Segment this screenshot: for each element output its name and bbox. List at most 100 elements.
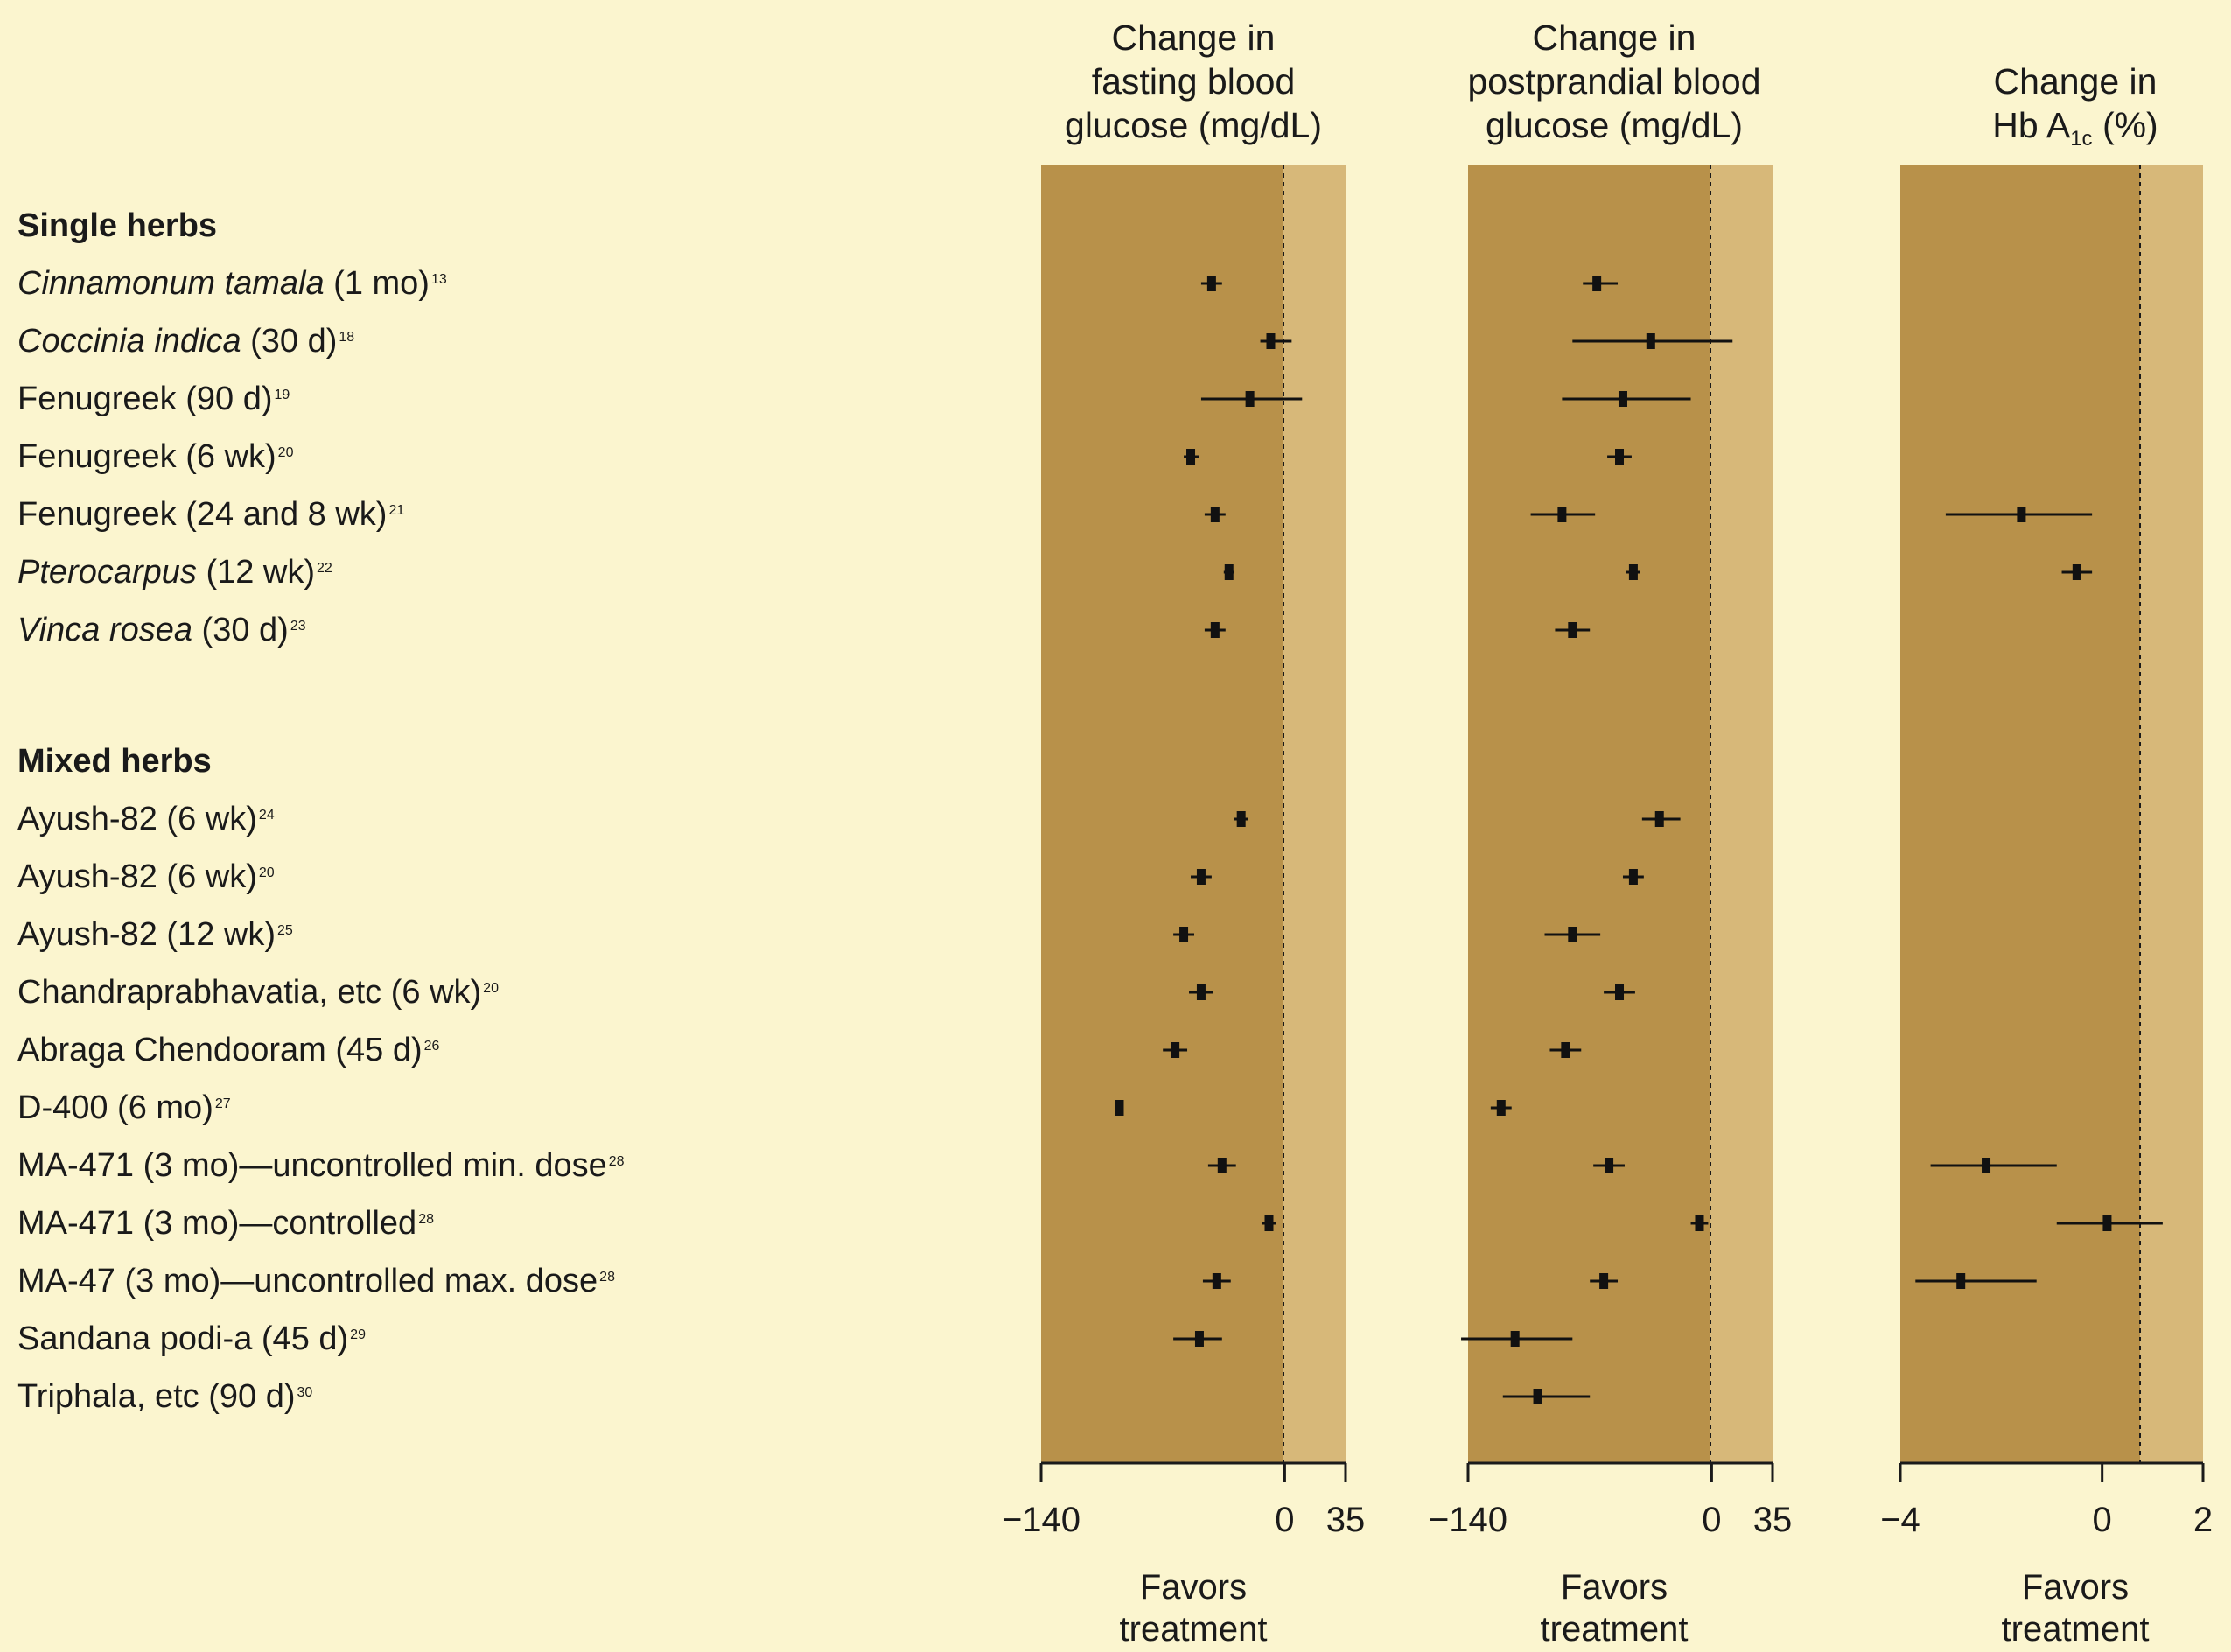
point-estimate-0-7	[1236, 811, 1246, 827]
study-detail: (6 wk)	[176, 438, 276, 475]
point-estimate-1-5	[1628, 564, 1638, 580]
point-estimate-0-16	[1194, 1331, 1204, 1347]
study-reference: 24	[258, 808, 275, 822]
study-label: Ayush-82 (12 wk) 25	[17, 914, 293, 955]
study-detail: (90 d)	[199, 1378, 296, 1415]
panel-title-text: glucose (mg/dL)	[1065, 105, 1322, 145]
study-reference: 27	[214, 1096, 231, 1111]
study-detail: (24 and 8 wk)	[176, 496, 388, 533]
study-labels: Single herbs Cinnamonum tamala (1 mo) 13 Co…	[0, 0, 1006, 1652]
study-reference: 21	[388, 503, 405, 518]
study-label: MA-471 (3 mo)—controlled 28	[17, 1203, 434, 1243]
point-estimate-0-10	[1196, 984, 1206, 1000]
study-detail: (6 wk)	[381, 974, 482, 1011]
favors-line: treatment	[1119, 1610, 1268, 1648]
panel-title-line: Change in	[1874, 60, 2231, 103]
favors-treatment-band-1	[1468, 164, 1710, 1463]
point-estimate-2-5	[2072, 564, 2081, 580]
study-name: Ayush-82	[17, 916, 157, 953]
study-name: D-400	[17, 1089, 108, 1126]
study-name: Cinnamonum tamala	[17, 265, 325, 302]
panel-title-text: postprandial blood	[1467, 61, 1761, 102]
favors-control-band-1	[1710, 164, 1773, 1463]
x-tick-label-1-2: 35	[1753, 1501, 1793, 1539]
study-reference: 20	[258, 865, 275, 880]
study-reference: 26	[423, 1039, 440, 1054]
study-label: MA-471 (3 mo)—uncontrolled min. dose 28	[17, 1145, 625, 1186]
x-tick-label-2-1: 0	[2093, 1501, 2112, 1539]
point-estimate-0-13	[1217, 1158, 1227, 1173]
study-name: Fenugreek	[17, 438, 177, 475]
favors-line: Favors	[1139, 1568, 1248, 1606]
point-estimate-0-11	[1171, 1042, 1180, 1058]
point-estimate-2-15	[1956, 1273, 1966, 1289]
study-reference: 28	[599, 1270, 615, 1284]
panel-title-suffix: (%)	[2092, 105, 2158, 145]
study-detail: (30 d)	[241, 323, 338, 360]
study-label: Ayush-82 (6 wk) 24	[17, 799, 275, 839]
panel-title-text: fasting blood	[1091, 61, 1296, 102]
point-estimate-0-12	[1115, 1100, 1124, 1116]
x-tick-label-0-2: 35	[1326, 1501, 1366, 1539]
panel-title-line: fasting blood	[992, 60, 1395, 103]
study-label: Triphala, etc (90 d) 30	[17, 1376, 312, 1417]
study-reference: 19	[274, 388, 290, 402]
panel-title-text: Hb A	[1992, 105, 2071, 145]
panel-title-1: Change in postprandial blood glucose (mg/d…	[1413, 16, 1815, 147]
point-estimate-0-3	[1186, 449, 1196, 465]
study-detail: (12 wk)	[157, 916, 276, 953]
study-detail: (1 mo)	[324, 265, 430, 302]
study-label: Fenugreek (6 wk) 20	[17, 437, 293, 477]
study-detail: (3 mo)—uncontrolled max. dose	[115, 1263, 598, 1299]
panel-title-line: postprandial blood	[1413, 60, 1815, 103]
point-estimate-1-12	[1496, 1100, 1506, 1116]
study-name: Ayush-82	[17, 801, 157, 837]
point-estimate-0-5	[1224, 564, 1234, 580]
x-tick-label-2-0: −4	[1880, 1501, 1920, 1539]
point-estimate-0-2	[1245, 391, 1255, 407]
panel-title-line: Change in	[992, 16, 1395, 60]
study-name: Pterocarpus	[17, 554, 197, 591]
favors-line: treatment	[2001, 1610, 2150, 1648]
point-estimate-0-8	[1196, 869, 1206, 885]
study-label: Fenugreek (90 d) 19	[17, 379, 290, 419]
study-detail: (45 d)	[325, 1032, 423, 1068]
study-name: MA-47	[17, 1263, 115, 1299]
study-detail: (6 wk)	[157, 858, 257, 895]
study-reference: 23	[290, 619, 306, 634]
study-label: Coccinia indica (30 d) 18	[17, 321, 354, 361]
favors-line: Favors	[2021, 1568, 2130, 1606]
study-label: Sandana podi-a (45 d) 29	[17, 1319, 366, 1359]
study-reference: 18	[339, 330, 355, 345]
study-name: Abraga Chendooram	[17, 1032, 326, 1068]
point-estimate-0-9	[1179, 927, 1189, 942]
point-estimate-1-8	[1628, 869, 1638, 885]
point-estimate-1-11	[1561, 1042, 1570, 1058]
point-estimate-1-2	[1618, 391, 1627, 407]
study-reference: 22	[317, 561, 332, 576]
study-label: Cinnamonum tamala (1 mo) 13	[17, 263, 447, 304]
study-reference: 29	[350, 1327, 366, 1342]
study-label: Chandraprabhavatia, etc (6 wk) 20	[17, 972, 499, 1012]
point-estimate-2-13	[1982, 1158, 1991, 1173]
study-label: MA-47 (3 mo)—uncontrolled max. dose 28	[17, 1261, 615, 1301]
favors-treatment-label-1: Favors treatment	[1483, 1566, 1745, 1650]
point-estimate-0-1	[1266, 333, 1276, 349]
study-label: Ayush-82 (6 wk) 20	[17, 857, 275, 897]
study-label: Vinca rosea (30 d) 23	[17, 610, 306, 650]
study-reference: 28	[608, 1154, 625, 1169]
x-tick-label-1-0: −140	[1429, 1501, 1507, 1539]
x-tick-label-0-1: 0	[1275, 1501, 1294, 1539]
point-estimate-0-4	[1210, 507, 1220, 522]
favors-control-band-0	[1283, 164, 1346, 1463]
panel-title-text: glucose (mg/dL)	[1486, 105, 1743, 145]
favors-treatment-label-0: Favors treatment	[1062, 1566, 1325, 1650]
panel-title-line: Change in	[1413, 16, 1815, 60]
point-estimate-1-14	[1695, 1215, 1704, 1231]
point-estimate-0-15	[1212, 1273, 1221, 1289]
study-label: D-400 (6 mo) 27	[17, 1088, 231, 1128]
point-estimate-2-4	[2017, 507, 2026, 522]
study-reference: 25	[277, 923, 293, 938]
study-detail: (6 wk)	[157, 801, 257, 837]
